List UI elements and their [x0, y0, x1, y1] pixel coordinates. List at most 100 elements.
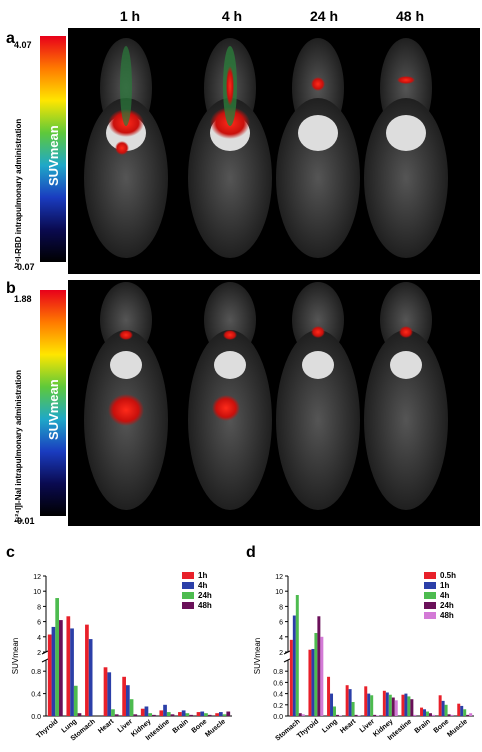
bar-4h	[463, 709, 467, 716]
y-tick-label: 4	[279, 635, 283, 642]
y-tick-label: 10	[33, 589, 41, 596]
y-tick-label: 2	[279, 650, 283, 657]
panel-d-letter: d	[246, 544, 256, 561]
bar-0.5h	[308, 649, 312, 716]
bar-1h	[122, 676, 126, 716]
bar-4h	[388, 694, 392, 716]
legend-swatch	[424, 592, 436, 599]
y-tick-label: 6	[279, 620, 283, 627]
bar-48h	[376, 715, 380, 716]
panel-a-scale-min: -0.07	[14, 262, 35, 272]
bar-24h	[148, 713, 153, 716]
bar-24h	[55, 598, 60, 716]
legend-swatch	[182, 572, 194, 579]
bar-1h	[404, 693, 408, 716]
bar-1h	[292, 615, 296, 716]
bar-4h	[181, 710, 186, 716]
bar-0.5h	[420, 707, 424, 716]
mouse-24h	[276, 38, 360, 258]
bar-1h	[311, 648, 315, 716]
mouse-48h	[364, 38, 448, 258]
mouse-b-24h	[276, 282, 360, 510]
panel-a-letter: a	[6, 30, 15, 47]
bar-48h	[207, 714, 212, 716]
panel-a-side-label: ¹²⁴I-RBD intrapulmonary administration	[14, 118, 23, 268]
mouse-4h	[188, 38, 272, 258]
bar-48h	[77, 713, 82, 716]
bar-4h	[444, 704, 448, 716]
panel-c-letter: c	[6, 544, 15, 561]
y-tick-label: 0.8	[31, 669, 41, 676]
legend-label: 1h	[198, 571, 207, 580]
x-tick-label: Muscle	[446, 718, 469, 739]
bar-1h	[460, 705, 464, 716]
bar-4h	[163, 704, 167, 716]
bar-24h	[373, 714, 377, 716]
legend-swatch	[182, 592, 194, 599]
bar-4h	[333, 706, 336, 716]
bar-4h	[125, 685, 130, 716]
bar-24h	[222, 714, 227, 716]
bar-4h	[351, 702, 355, 716]
bar-0.5h	[327, 676, 331, 716]
bar-24h	[466, 714, 470, 716]
bar-48h	[170, 714, 175, 716]
bar-24h	[166, 712, 171, 716]
bar-48h	[59, 620, 63, 716]
bar-24h	[391, 697, 395, 716]
mouse-1h	[84, 38, 168, 258]
panel-a-colorbar: SUVmean	[40, 36, 66, 262]
y-tick-label: 0.0	[273, 714, 283, 721]
y-tick-label: 4	[37, 635, 41, 642]
x-tick-label: Brain	[414, 718, 432, 735]
legend-label: 48h	[440, 611, 454, 620]
timepoint-label-4h: 4 h	[221, 8, 243, 24]
y-tick-label: 0.8	[273, 669, 283, 676]
bar-1h	[215, 713, 219, 716]
bar-1h	[441, 700, 445, 716]
x-tick-label: Muscle	[204, 718, 227, 739]
bar-4h	[295, 595, 299, 716]
y-tick-label: 12	[33, 574, 41, 581]
bar-1h	[196, 712, 201, 716]
bar-24h	[111, 709, 115, 716]
bar-1h	[47, 634, 52, 716]
panel-a-colorbar-label: SUVmean	[46, 125, 61, 186]
bar-4h	[426, 711, 429, 716]
bar-48h	[320, 636, 324, 716]
x-tick-label: Heart	[97, 718, 116, 735]
timepoint-label-1h: 1 h	[119, 8, 141, 24]
bar-4h	[370, 695, 374, 716]
y-tick-label: 0.2	[273, 703, 283, 710]
y-tick-label: 12	[275, 574, 283, 581]
bar-48h	[431, 714, 435, 716]
panel-b-side-label: [¹²⁴I]I-NaI intrapulmonary administratio…	[14, 370, 23, 522]
bar-24h	[185, 713, 190, 716]
legend-swatch	[424, 612, 436, 619]
bar-24h	[204, 713, 208, 716]
panel-b-letter: b	[6, 280, 16, 297]
legend-swatch	[182, 602, 194, 609]
bar-4h	[218, 712, 223, 716]
bar-24h	[73, 685, 78, 716]
chart-d: 246810120.00.20.40.60.8SUVmeanStomachThy…	[253, 571, 474, 743]
bar-0.5h	[345, 685, 349, 716]
bar-4h	[200, 711, 205, 716]
panel-b-scale-max: 1.88	[14, 294, 32, 304]
y-tick-label: 0.4	[273, 692, 283, 699]
legend-label: 48h	[198, 601, 212, 610]
bar-0.5h	[364, 686, 368, 716]
legend-label: 4h	[198, 581, 207, 590]
bar-1h	[66, 616, 71, 716]
legend-label: 24h	[198, 591, 212, 600]
bar-4h	[144, 706, 149, 716]
bar-0.5h	[382, 690, 386, 716]
bar-48h	[413, 714, 417, 716]
panel-b-mouse-images	[84, 282, 448, 510]
bar-48h	[114, 714, 119, 716]
bar-48h	[450, 714, 454, 716]
y-axis-label: SUVmean	[11, 638, 20, 674]
panel-b-colorbar: SUVmean	[40, 290, 66, 516]
bar-1h	[159, 710, 164, 716]
